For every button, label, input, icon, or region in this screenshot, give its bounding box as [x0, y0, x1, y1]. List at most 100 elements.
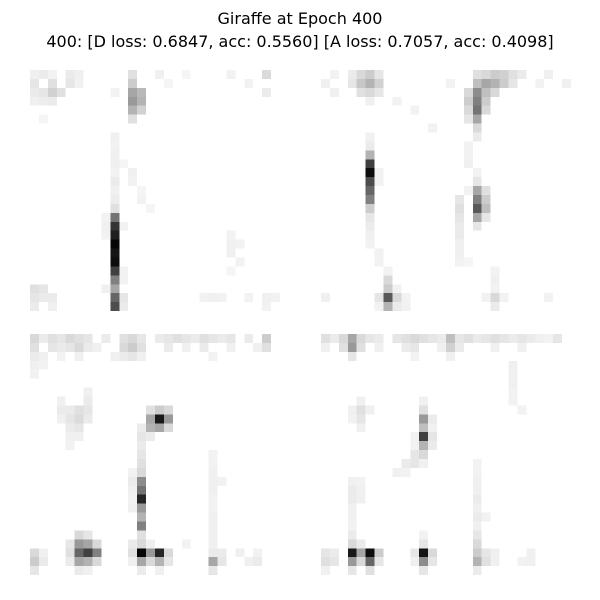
- pixel-cell: [208, 467, 218, 477]
- figure-title: Giraffe at Epoch 400: [217, 9, 383, 28]
- pixel-cell: [490, 342, 500, 352]
- pixel-cell: [499, 293, 509, 303]
- pixel-cell: [356, 423, 366, 433]
- pixel-cell: [155, 423, 164, 433]
- pixel-cell: [137, 539, 147, 549]
- pixel-cell: [392, 293, 402, 303]
- pixel-cell: [38, 548, 48, 558]
- pixel-cell: [244, 293, 254, 303]
- pixel-cell: [30, 293, 39, 303]
- pixel-cell: [208, 557, 218, 567]
- pixel-cell: [262, 293, 272, 303]
- pixel-cell: [110, 248, 120, 258]
- pixel-cell: [146, 432, 155, 442]
- pixel-cell: [110, 239, 120, 249]
- pixel-cell: [454, 334, 464, 343]
- pixel-cell: [128, 548, 138, 558]
- pixel-cell: [262, 302, 272, 312]
- pixel-cell: [83, 557, 93, 567]
- pixel-cell: [47, 293, 57, 303]
- pixel-cell: [119, 221, 129, 231]
- pixel-cell: [30, 548, 39, 558]
- pixel-cell: [30, 87, 39, 97]
- pixel-cell: [472, 494, 482, 504]
- pixel-cell: [347, 476, 357, 486]
- pixel-cell: [128, 78, 138, 88]
- pixel-cell: [463, 159, 473, 169]
- pixel-cell: [356, 414, 366, 424]
- pixel-cell: [110, 203, 120, 213]
- pixel-cell: [146, 203, 155, 213]
- pixel-cell: [365, 70, 375, 79]
- pixel-cell: [419, 423, 429, 433]
- heatmap-1: [30, 70, 280, 312]
- pixel-cell: [481, 557, 491, 567]
- pixel-cell: [472, 221, 482, 231]
- pixel-cell: [419, 459, 429, 468]
- pixel-cell: [56, 342, 66, 352]
- pixel-cell: [410, 334, 420, 343]
- pixel-cell: [490, 557, 500, 567]
- pixel-cell: [110, 351, 120, 361]
- sample-image-1: [30, 70, 280, 320]
- pixel-cell: [271, 293, 280, 303]
- pixel-cell: [383, 284, 393, 294]
- pixel-cell: [181, 70, 191, 79]
- pixel-cell: [419, 441, 429, 451]
- pixel-cell: [499, 78, 509, 88]
- pixel-cell: [499, 70, 509, 79]
- pixel-cell: [472, 485, 482, 495]
- pixel-cell: [83, 530, 93, 540]
- pixel-cell: [401, 302, 411, 312]
- pixel-cell: [365, 334, 375, 343]
- pixel-cell: [128, 87, 138, 97]
- pixel-cell: [110, 266, 120, 276]
- pixel-cell: [347, 530, 357, 540]
- pixel-cell: [508, 70, 518, 79]
- pixel-cell: [137, 105, 147, 115]
- pixel-cell: [128, 70, 138, 79]
- pixel-cell: [347, 78, 357, 88]
- pixel-cell: [481, 96, 491, 106]
- pixel-cell: [490, 284, 500, 294]
- pixel-cell: [481, 186, 491, 195]
- pixel-cell: [56, 351, 66, 361]
- pixel-cell: [454, 203, 464, 213]
- pixel-cell: [419, 432, 429, 442]
- pixel-cell: [472, 78, 482, 88]
- pixel-cell: [110, 195, 120, 204]
- pixel-cell: [235, 239, 245, 249]
- pixel-cell: [374, 78, 384, 88]
- pixel-cell: [65, 557, 75, 567]
- pixel-cell: [92, 539, 102, 549]
- pixel-cell: [208, 450, 218, 459]
- pixel-cell: [235, 548, 245, 558]
- pixel-cell: [472, 70, 482, 79]
- pixel-cell: [347, 405, 357, 415]
- pixel-cell: [208, 530, 218, 540]
- pixel-cell: [419, 539, 429, 549]
- pixel-cell: [128, 342, 138, 352]
- pixel-cell: [92, 548, 102, 558]
- pixel-cell: [262, 342, 272, 352]
- pixel-cell: [490, 87, 500, 97]
- pixel-cell: [329, 87, 339, 97]
- pixel-cell: [356, 539, 366, 549]
- pixel-cell: [437, 334, 446, 343]
- pixel-cell: [38, 114, 48, 124]
- pixel-cell: [428, 548, 438, 558]
- pixel-cell: [146, 423, 155, 433]
- pixel-cell: [56, 414, 66, 424]
- pixel-cell: [446, 334, 455, 343]
- pixel-cell: [472, 566, 482, 576]
- pixel-cell: [454, 257, 464, 267]
- pixel-cell: [101, 334, 111, 343]
- pixel-cell: [199, 342, 209, 352]
- pixel-cell: [490, 334, 500, 343]
- pixel-cell: [199, 334, 209, 343]
- pixel-cell: [481, 512, 491, 522]
- pixel-cell: [356, 476, 366, 486]
- pixel-cell: [217, 557, 227, 567]
- pixel-cell: [356, 87, 366, 97]
- pixel-cell: [208, 459, 218, 468]
